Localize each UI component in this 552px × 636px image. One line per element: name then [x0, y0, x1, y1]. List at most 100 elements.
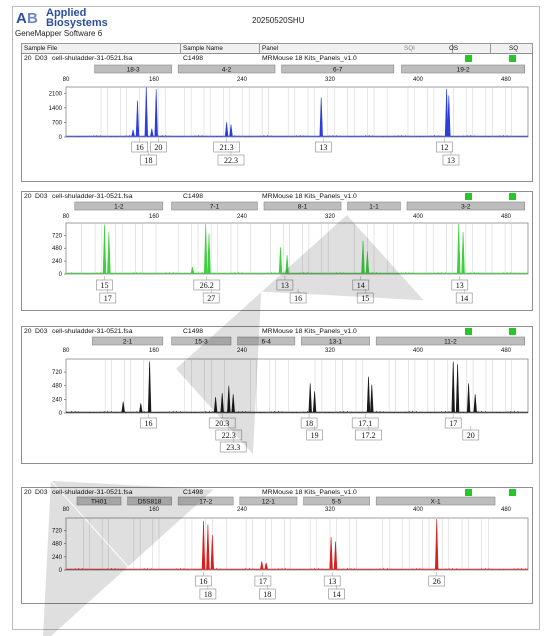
allele-call[interactable]: 22.3	[217, 151, 245, 166]
svg-text:B: B	[27, 10, 38, 27]
sample-info-row: 20 D03 cell-shuladder-31-0521.fsa C1498 MRMo…	[22, 192, 532, 201]
locus-bin[interactable]: 19-2	[401, 64, 525, 73]
locus-bin[interactable]: 13-1	[301, 336, 370, 346]
y-tick-label: 0	[59, 411, 63, 417]
locus-label: 17-2	[199, 498, 212, 505]
allele-call[interactable]: 13	[315, 138, 332, 153]
x-tick-label: 240	[237, 214, 248, 220]
applied-biosystems-logo: A B Applied Biosystems	[16, 8, 108, 29]
locus-bin[interactable]: 1-1	[347, 201, 401, 210]
locus-bin[interactable]: D5S818	[127, 496, 172, 506]
allele-label: 20.3	[215, 419, 229, 428]
locus-bin[interactable]: 5-5	[303, 496, 370, 506]
locus-bin[interactable]: 11-2	[375, 336, 526, 346]
x-tick-label: 400	[413, 77, 424, 83]
peak	[231, 394, 235, 413]
allele-call[interactable]: 17	[254, 572, 272, 587]
allele-call[interactable]: 27	[202, 289, 220, 304]
allele-call[interactable]: 19	[306, 426, 323, 441]
allele-call[interactable]: 26	[428, 572, 446, 587]
peak	[260, 561, 264, 570]
allele-call[interactable]: 15	[96, 276, 113, 291]
os-status-indicator	[465, 328, 472, 335]
col-sample-name: Sample Name	[183, 45, 223, 52]
locus-bin[interactable]: 8-1	[263, 201, 342, 210]
allele-call[interactable]: 18	[140, 151, 157, 166]
allele-call[interactable]: 17	[99, 289, 117, 304]
allele-call[interactable]: 12	[436, 138, 453, 153]
allele-call[interactable]: 26.2	[193, 276, 221, 291]
sample-panel: MRMouse 18 Kits_Panels_v1.0	[262, 328, 357, 335]
allele-call[interactable]: 18	[300, 414, 318, 429]
allele-call[interactable]: 16	[140, 414, 157, 429]
peak	[150, 128, 154, 137]
x-tick-label: 480	[501, 214, 512, 220]
allele-call[interactable]: 14	[352, 276, 370, 291]
locus-bin[interactable]: 6-7	[281, 64, 395, 73]
locus-bin[interactable]: X-1	[375, 496, 496, 506]
allele-call[interactable]: 15	[356, 289, 374, 304]
allele-call[interactable]: 21.3	[213, 138, 240, 153]
sample-name: C1498	[183, 489, 204, 496]
peak	[229, 124, 233, 137]
locus-bin[interactable]: 12-1	[239, 496, 298, 506]
sample-well: D03	[35, 193, 48, 200]
electropherogram-panel-black: 20 D03 cell-shuladder-31-0521.fsa C1498 MRMo…	[21, 326, 533, 464]
peak	[206, 524, 210, 570]
locus-label: 13-1	[329, 338, 342, 345]
x-tick-label: 240	[237, 507, 248, 513]
allele-call[interactable]: 16	[131, 138, 148, 153]
allele-label: 20	[154, 143, 162, 152]
peak	[435, 519, 439, 570]
allele-call[interactable]: 22.3	[215, 426, 243, 441]
locus-bin[interactable]: 15-3	[171, 336, 232, 346]
locus-bin[interactable]: TH01	[76, 496, 122, 506]
allele-call[interactable]: 16	[195, 572, 212, 587]
locus-bin[interactable]: 6-4	[237, 336, 296, 346]
x-tick-label: 320	[325, 348, 336, 354]
locus-bin[interactable]: 17-2	[177, 496, 234, 506]
allele-call[interactable]: 17.1	[351, 414, 379, 429]
allele-call[interactable]: 20.3	[208, 414, 236, 429]
sample-name: C1498	[183, 193, 204, 200]
plot-frame	[65, 86, 529, 138]
y-tick-label: 700	[52, 120, 63, 126]
x-tick-label: 160	[149, 348, 160, 354]
allele-call[interactable]: 17.2	[355, 426, 382, 441]
allele-call[interactable]: 13	[323, 572, 341, 587]
allele-call[interactable]: 14	[455, 289, 473, 304]
peak	[144, 86, 148, 137]
locus-bin[interactable]: 1-2	[74, 201, 164, 210]
locus-bin[interactable]: 4-2	[177, 64, 276, 73]
peak	[333, 541, 338, 570]
sample-name: C1498	[183, 328, 204, 335]
allele-call[interactable]: 17	[444, 414, 462, 429]
x-tick-label: 480	[501, 507, 512, 513]
locus-bin[interactable]: 18-3	[94, 64, 172, 73]
allele-label: 13	[447, 156, 455, 165]
allele-call[interactable]: 20	[150, 138, 167, 153]
allele-call[interactable]: 16	[289, 289, 307, 304]
locus-bin[interactable]: 3-2	[406, 201, 525, 210]
y-tick-label: 0	[59, 272, 63, 278]
peak	[365, 251, 370, 274]
peak	[131, 129, 135, 137]
locus-label: 12-1	[262, 498, 275, 505]
locus-bin[interactable]: 7-1	[171, 201, 258, 210]
allele-call[interactable]: 18	[259, 585, 276, 600]
peak	[220, 393, 224, 413]
locus-bin[interactable]: 2-1	[92, 336, 164, 346]
allele-call[interactable]: 20	[462, 426, 480, 441]
allele-label: 14	[357, 281, 365, 290]
os-status-indicator	[465, 489, 472, 496]
allele-call[interactable]: 13	[276, 276, 294, 291]
allele-call[interactable]: 13	[442, 151, 460, 166]
electropherogram-plot: 2-1 15-3 6-4 13-1 11-2 80 160 240 320 400 480 0 240 4…	[52, 336, 529, 453]
peak	[312, 391, 317, 413]
peak	[190, 266, 195, 274]
allele-call[interactable]: 13	[451, 276, 469, 291]
allele-call[interactable]: 14	[328, 585, 345, 600]
allele-call[interactable]: 18	[199, 585, 217, 600]
y-tick-label: 2100	[49, 91, 63, 97]
allele-call[interactable]: 23.3	[219, 438, 247, 453]
